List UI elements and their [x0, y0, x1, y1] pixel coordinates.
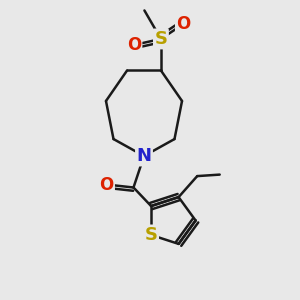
- Text: O: O: [127, 36, 141, 54]
- Text: O: O: [176, 15, 190, 33]
- Text: S: S: [145, 226, 158, 244]
- Text: N: N: [136, 147, 152, 165]
- Text: S: S: [154, 30, 167, 48]
- Text: O: O: [99, 176, 114, 194]
